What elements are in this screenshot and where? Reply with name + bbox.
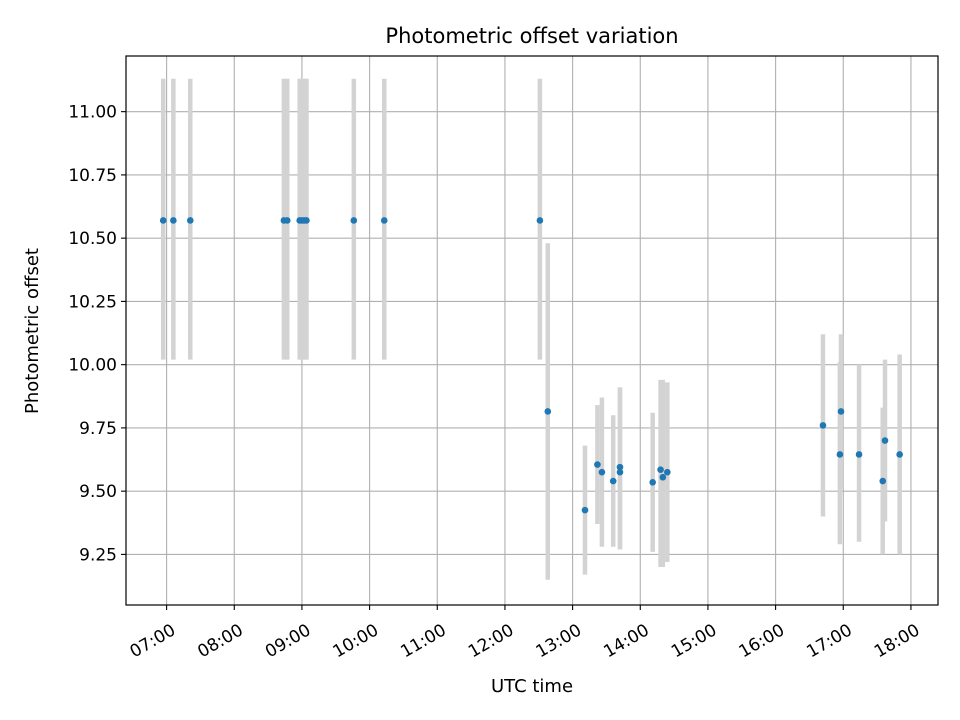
- y-tick-label: 9.50: [79, 482, 117, 502]
- x-tick-label: 15:00: [668, 620, 720, 662]
- data-point: [380, 217, 388, 224]
- x-tick-label: 08:00: [194, 620, 246, 662]
- data-point: [879, 477, 887, 485]
- y-tick-label: 9.25: [79, 545, 117, 565]
- data-point: [159, 217, 167, 224]
- x-tick-label: 11:00: [397, 620, 449, 662]
- data-point: [544, 408, 552, 415]
- plot-area-frame: [125, 55, 939, 606]
- data-point: [536, 217, 544, 224]
- x-axis-title: UTC time: [491, 676, 573, 697]
- x-tick-label: 14:00: [600, 620, 652, 662]
- data-point: [659, 473, 667, 481]
- data-point: [303, 217, 310, 224]
- x-tick-label: 16:00: [736, 620, 788, 662]
- data-point: [616, 468, 624, 476]
- y-axis-title: Photometric offset: [22, 248, 43, 414]
- data-point: [594, 461, 601, 468]
- y-axis-ticks: 9.25 9.50 9.75 10.00 10.25 10.50 10.75 11.00: [68, 103, 126, 565]
- data-point: [598, 468, 606, 476]
- data-point: [609, 477, 617, 485]
- y-tick-label: 10.00: [68, 356, 117, 376]
- y-tick-label: 10.50: [68, 229, 117, 249]
- y-tick-label: 10.75: [68, 166, 117, 186]
- data-point: [657, 466, 664, 473]
- x-tick-label: 17:00: [803, 620, 855, 662]
- data-point: [881, 437, 889, 444]
- data-point: [819, 422, 827, 429]
- x-tick-label: 09:00: [262, 620, 314, 662]
- data-point: [649, 478, 656, 486]
- data-point: [581, 506, 589, 514]
- data-point: [837, 408, 845, 415]
- x-tick-label: 10:00: [330, 620, 382, 662]
- data-point: [855, 451, 863, 458]
- data-points: [159, 217, 903, 514]
- x-tick-label: 12:00: [465, 620, 517, 662]
- data-point: [350, 217, 358, 224]
- error-bars: [160, 78, 902, 580]
- data-point: [836, 451, 844, 458]
- x-axis-ticks: 07:00 08:00 09:00 10:00 11:00 12:00 13:00 14:00…: [127, 605, 923, 662]
- y-tick-label: 9.75: [79, 419, 117, 439]
- y-tick-label: 10.25: [68, 292, 117, 312]
- data-point: [896, 451, 903, 458]
- data-point: [170, 217, 177, 224]
- chart-title: Photometric offset variation: [385, 24, 678, 48]
- y-tick-label: 11.00: [68, 103, 117, 123]
- x-tick-label: 13:00: [533, 620, 585, 662]
- x-tick-label: 07:00: [127, 620, 179, 662]
- data-point: [186, 217, 194, 224]
- data-point: [283, 217, 291, 224]
- grid: [126, 56, 938, 605]
- data-point: [664, 468, 671, 476]
- x-tick-label: 18:00: [871, 620, 923, 662]
- data-point: [616, 463, 624, 471]
